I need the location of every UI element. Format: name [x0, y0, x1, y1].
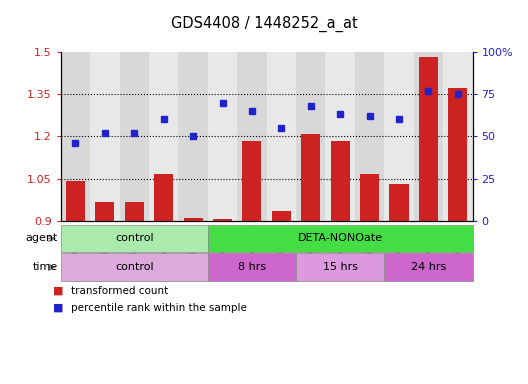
Text: agent: agent [26, 233, 58, 243]
Bar [443, 52, 473, 221]
Bar [95, 202, 115, 221]
Bar [267, 52, 296, 221]
Bar [242, 141, 261, 221]
Bar [325, 52, 355, 221]
Bar [301, 134, 320, 221]
Bar [272, 211, 291, 221]
Bar [355, 52, 384, 221]
Bar [237, 52, 267, 221]
Text: control: control [115, 262, 154, 272]
Text: 8 hrs: 8 hrs [238, 262, 266, 272]
Bar [414, 52, 443, 221]
Text: transformed count: transformed count [71, 286, 168, 296]
Text: percentile rank within the sample: percentile rank within the sample [71, 303, 247, 313]
Text: GDS4408 / 1448252_a_at: GDS4408 / 1448252_a_at [171, 15, 357, 31]
Text: ■: ■ [53, 303, 63, 313]
Bar [154, 174, 173, 221]
Bar [119, 52, 149, 221]
Bar [390, 184, 409, 221]
Bar [61, 52, 90, 221]
Text: ■: ■ [53, 286, 63, 296]
Bar [331, 141, 350, 221]
Bar [208, 52, 237, 221]
Bar [178, 52, 208, 221]
Bar [213, 219, 232, 221]
Bar [296, 52, 325, 221]
Bar [125, 202, 144, 221]
Bar [90, 52, 119, 221]
Text: 15 hrs: 15 hrs [323, 262, 357, 272]
Text: 24 hrs: 24 hrs [411, 262, 446, 272]
Bar [149, 52, 178, 221]
Text: control: control [115, 233, 154, 243]
Text: time: time [33, 262, 58, 272]
Bar [360, 174, 379, 221]
Bar [66, 181, 85, 221]
Text: DETA-NONOate: DETA-NONOate [298, 233, 383, 243]
Bar [419, 58, 438, 221]
Bar [184, 218, 203, 221]
Bar [384, 52, 414, 221]
Bar [448, 88, 467, 221]
